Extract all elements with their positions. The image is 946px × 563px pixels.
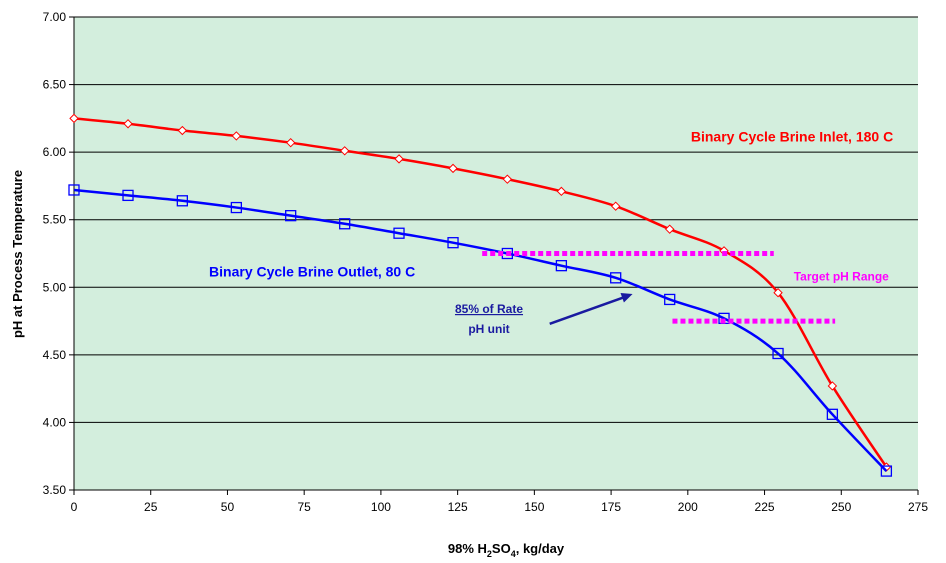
data-point <box>339 146 350 156</box>
data-point <box>826 408 839 420</box>
data-point <box>664 293 676 306</box>
annotation-arrow-shaft <box>549 295 625 325</box>
y-tick-label: 4.50 <box>43 348 67 362</box>
data-point <box>69 113 79 124</box>
annotation-arrow-head <box>620 293 633 303</box>
data-point <box>448 163 458 174</box>
data-point <box>122 189 134 202</box>
x-axis-title: 98% H2SO4, kg/day <box>448 541 565 559</box>
x-tick-label: 200 <box>678 500 698 514</box>
x-tick-label: 25 <box>144 500 158 514</box>
y-axis-title: pH at Process Temperature <box>10 170 25 338</box>
series-label-1: Binary Cycle Brine Outlet, 80 C <box>209 263 415 279</box>
series-line-1 <box>73 188 888 472</box>
data-point <box>394 154 404 164</box>
data-point <box>555 260 568 272</box>
y-tick-label: 5.00 <box>43 280 67 294</box>
series-label-0: Binary Cycle Brine Inlet, 180 C <box>691 128 893 144</box>
x-tick-label: 250 <box>831 500 851 514</box>
y-tick-label: 6.50 <box>43 78 67 92</box>
data-point <box>447 237 459 249</box>
data-point <box>556 186 567 197</box>
x-tick-label: 125 <box>448 500 468 514</box>
data-point <box>502 174 513 184</box>
data-point <box>827 381 838 391</box>
y-tick-label: 7.00 <box>43 10 67 24</box>
data-point <box>610 272 622 284</box>
x-tick-label: 0 <box>71 500 78 514</box>
plot-area <box>74 17 918 490</box>
annotation-line1: 85% of Rate <box>455 302 523 316</box>
x-tick-label: 175 <box>601 500 621 514</box>
data-point <box>772 347 784 360</box>
annotation-line2: pH unit <box>468 322 509 336</box>
data-point <box>285 210 297 222</box>
x-tick-label: 275 <box>908 500 928 514</box>
x-tick-label: 225 <box>755 500 775 514</box>
x-tick-label: 100 <box>371 500 391 514</box>
overlays: Binary Cycle Brine Inlet, 180 C Binary Cy… <box>209 128 893 336</box>
data-point <box>231 131 242 141</box>
y-tick-label: 4.00 <box>43 415 67 429</box>
data-point <box>285 137 296 148</box>
x-tick-label: 50 <box>221 500 235 514</box>
axes: 3.50 4.00 4.50 5.00 5.50 6.00 6.50 7.00 0 25 50 75 1… <box>43 10 929 514</box>
data-point <box>230 201 243 214</box>
data-point <box>68 184 80 196</box>
data-point <box>176 195 188 207</box>
y-tick-label: 6.00 <box>43 145 67 159</box>
data-point <box>123 119 133 129</box>
data-point <box>880 465 893 477</box>
data-point <box>665 224 675 234</box>
plot-background <box>74 17 918 490</box>
y-tick-label: 5.50 <box>43 213 67 227</box>
x-tick-label: 75 <box>298 500 312 514</box>
data-point <box>393 227 405 239</box>
data-point <box>177 125 188 136</box>
data-point <box>773 287 783 298</box>
x-tick-label: 150 <box>524 500 544 514</box>
gridlines <box>74 16 918 491</box>
y-tick-label: 3.50 <box>43 483 67 497</box>
data-point <box>610 201 621 211</box>
target-range-label: Target pH Range <box>794 269 889 283</box>
data-point <box>339 218 351 230</box>
